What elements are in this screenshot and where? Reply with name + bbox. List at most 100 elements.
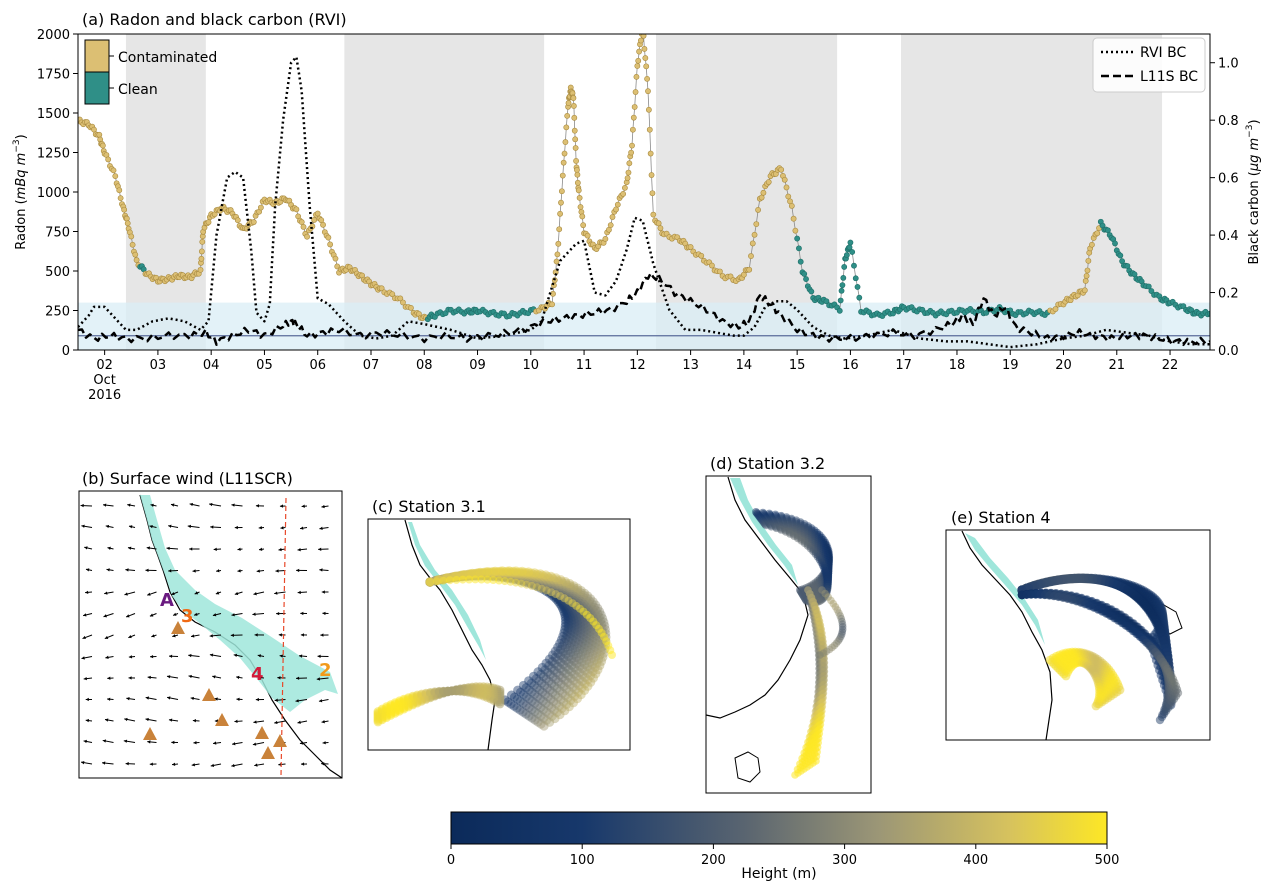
trajectory-point bbox=[580, 639, 590, 650]
radon-point bbox=[1207, 310, 1210, 317]
panel-b-title: (b) Surface wind (L11SCR) bbox=[82, 469, 293, 488]
radon-point bbox=[851, 262, 857, 269]
trajectory-point bbox=[562, 639, 572, 650]
trajectory-point bbox=[582, 600, 592, 610]
trajectory-point bbox=[577, 637, 588, 647]
trajectory-point bbox=[512, 703, 522, 713]
trajectory-point bbox=[577, 594, 588, 605]
wind-arrowhead bbox=[150, 503, 154, 507]
y-tick-label: 1500 bbox=[37, 107, 70, 122]
trajectory-point bbox=[555, 581, 565, 592]
radon-point bbox=[846, 244, 853, 251]
wind-arrowhead bbox=[258, 547, 263, 551]
trajectory-point bbox=[541, 674, 551, 684]
trajectory-point bbox=[570, 624, 580, 634]
radon-point bbox=[628, 149, 635, 156]
radon-point bbox=[1148, 288, 1155, 294]
trajectory-point bbox=[524, 571, 534, 581]
wind-arrowhead bbox=[213, 741, 217, 745]
trajectory-point bbox=[564, 617, 574, 627]
wind-arrowhead bbox=[107, 546, 111, 550]
trajectory-point bbox=[556, 679, 566, 689]
wind-arrowhead bbox=[232, 742, 236, 746]
trajectory-point bbox=[566, 667, 577, 677]
trajectory-point bbox=[549, 696, 559, 707]
trajectory-point bbox=[563, 677, 573, 688]
map-label-4: 4 bbox=[251, 664, 264, 685]
trajectory-point bbox=[547, 581, 557, 591]
wind-arrowhead bbox=[168, 524, 172, 528]
trajectory-point bbox=[553, 655, 563, 665]
radon-point bbox=[389, 291, 396, 298]
wind-arrowhead bbox=[83, 613, 87, 617]
trajectory-point bbox=[529, 572, 539, 582]
trajectory-point bbox=[569, 669, 579, 679]
map-label-a: A bbox=[160, 590, 174, 611]
trajectory-point bbox=[587, 640, 597, 650]
colorbar-label: Height (m) bbox=[741, 866, 816, 882]
radon-point bbox=[657, 225, 664, 232]
radon-point bbox=[117, 195, 124, 202]
trajectory-point bbox=[532, 692, 543, 702]
trajectory-point bbox=[540, 665, 550, 675]
radon-point bbox=[124, 220, 131, 227]
trajectory-point bbox=[573, 626, 583, 636]
radon-point bbox=[298, 219, 305, 225]
trajectory-point bbox=[491, 568, 502, 578]
wind-arrowhead bbox=[256, 569, 260, 573]
radon-point bbox=[197, 266, 204, 273]
trajectory-point bbox=[582, 629, 592, 639]
trajectory-point bbox=[529, 680, 539, 691]
trajectory-point bbox=[563, 611, 573, 621]
site-marker-triangle bbox=[273, 734, 287, 747]
wind-arrowhead bbox=[296, 568, 300, 573]
map-label-3: 3 bbox=[181, 606, 194, 627]
wind-arrowhead bbox=[214, 719, 218, 723]
wind-arrowhead bbox=[85, 718, 89, 723]
trajectory-point bbox=[506, 569, 516, 579]
trajectory-point bbox=[571, 633, 582, 643]
trajectory-point bbox=[500, 570, 510, 580]
radon-point bbox=[607, 222, 614, 229]
trajectory-point bbox=[569, 676, 579, 686]
wind-arrowhead bbox=[318, 699, 323, 703]
trajectory-point bbox=[506, 690, 517, 700]
trajectory-point bbox=[524, 685, 534, 695]
radon-point bbox=[128, 233, 135, 240]
trajectory-point bbox=[548, 688, 558, 698]
trajectory-point bbox=[544, 701, 554, 711]
trajectory-point bbox=[576, 628, 586, 638]
trajectory-point bbox=[572, 589, 582, 599]
panel-a-background bbox=[78, 34, 1210, 350]
radon-point bbox=[198, 255, 205, 262]
trajectory-point bbox=[566, 638, 577, 648]
map-label-2: 2 bbox=[319, 660, 332, 681]
wind-arrowhead bbox=[231, 503, 235, 507]
trajectory-point bbox=[546, 694, 556, 704]
wind-arrowhead bbox=[81, 524, 85, 528]
trajectory-point bbox=[531, 674, 541, 684]
trajectory-point bbox=[573, 623, 583, 633]
radon-point bbox=[1052, 306, 1059, 312]
wind-arrowhead bbox=[319, 526, 323, 530]
trajectory-point bbox=[475, 568, 485, 578]
wind-arrowhead bbox=[123, 739, 128, 743]
wind-arrowhead bbox=[172, 762, 176, 766]
trajectory-point bbox=[568, 589, 578, 599]
trajectory-point bbox=[569, 640, 579, 650]
trajectory-point bbox=[583, 642, 593, 652]
trajectory-point bbox=[572, 616, 583, 626]
trajectory-point bbox=[579, 627, 589, 637]
trajectory-point bbox=[518, 571, 528, 582]
wind-arrowhead bbox=[81, 656, 85, 660]
trajectory-point bbox=[565, 680, 575, 690]
wind-arrowhead bbox=[147, 740, 151, 744]
radon-point bbox=[553, 258, 560, 265]
radon-point bbox=[847, 239, 854, 246]
radon-point bbox=[796, 245, 802, 252]
radon-point bbox=[630, 114, 637, 121]
trajectory-point bbox=[511, 568, 522, 579]
radon-point bbox=[633, 73, 640, 80]
wind-arrowhead bbox=[168, 718, 173, 722]
